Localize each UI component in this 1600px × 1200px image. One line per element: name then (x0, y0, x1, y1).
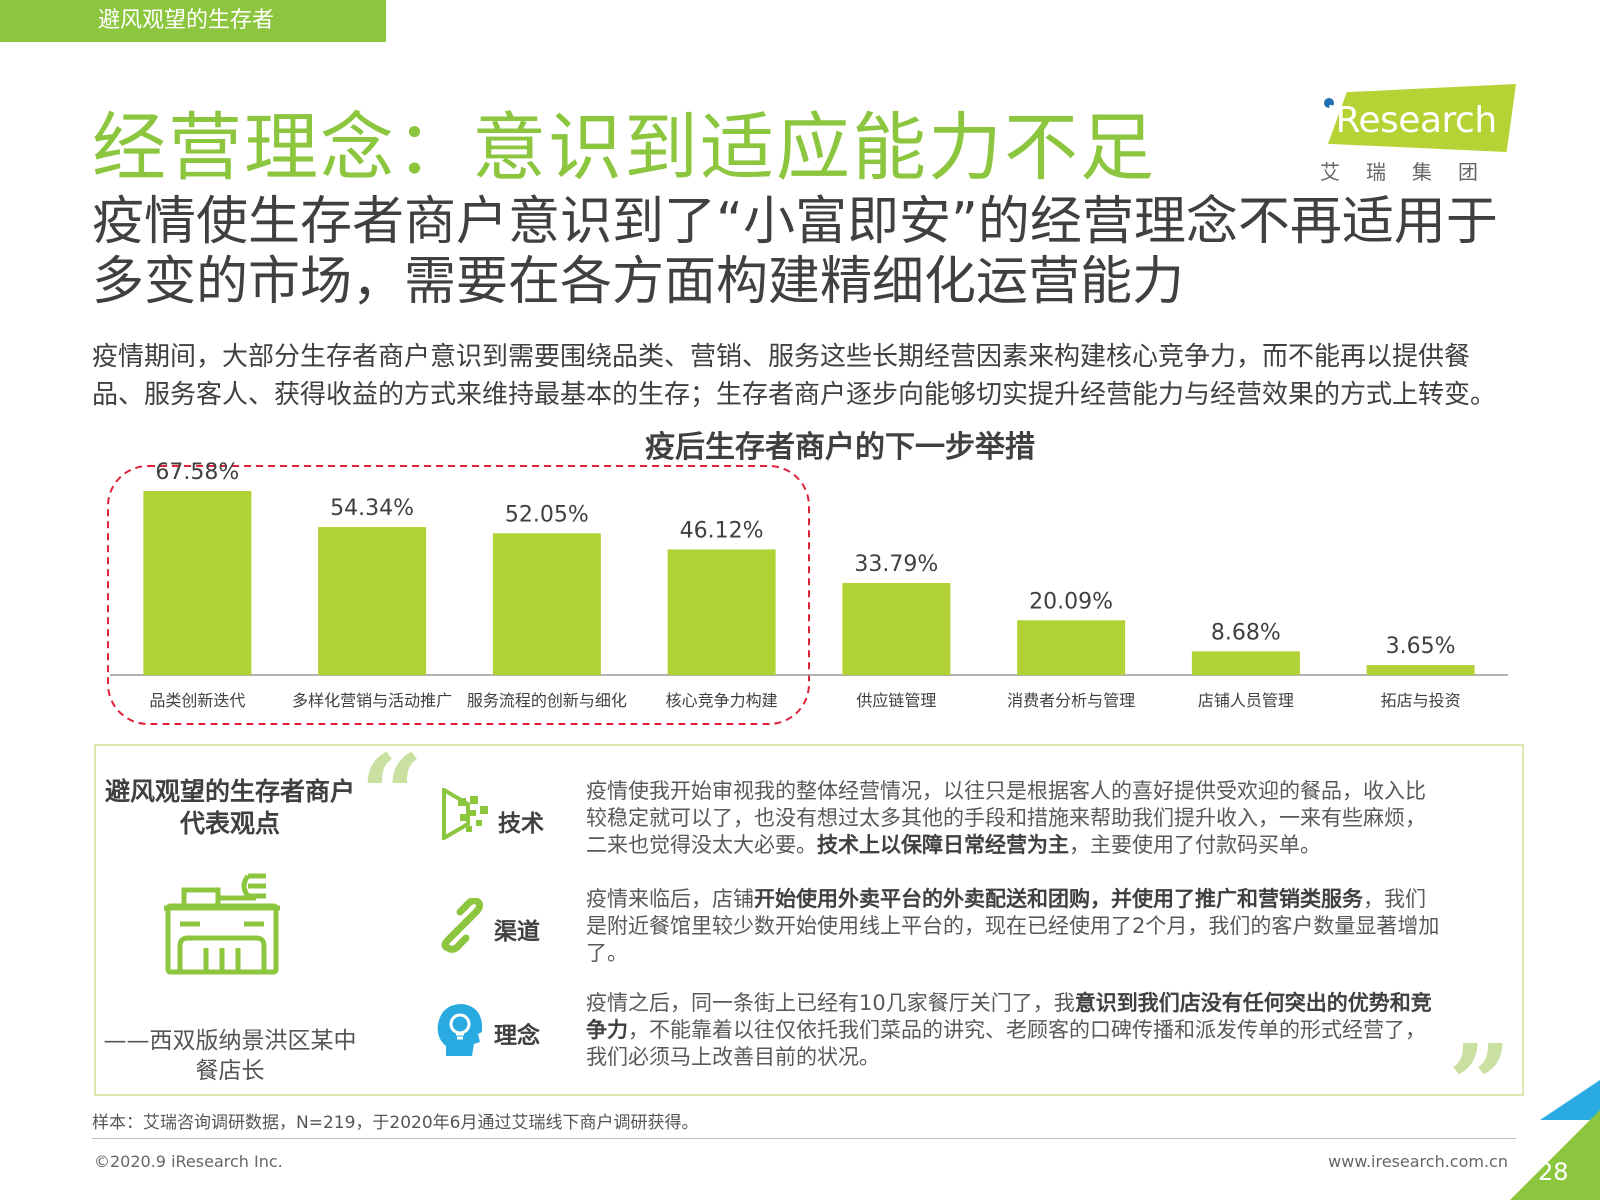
category-label: 拓店与投资 (1381, 691, 1461, 710)
bar (318, 527, 427, 675)
representative-title: 避风观望的生存者商户代表观点 (104, 777, 355, 838)
bar (492, 533, 601, 675)
representative-speaker: ——西双版纳景洪区某中餐店长 (103, 1028, 357, 1084)
quote-label-technology: 技术 (498, 811, 544, 837)
page-title: 经营理念：意识到适应能力不足 (92, 105, 1156, 191)
iresearch-logo: iResearch 艾瑞集团 (1320, 84, 1520, 184)
bar (842, 583, 951, 675)
bar-chart: 67.58% 品类创新迭代 54.34% 多样化营销与活动推广 52.05% 服务流程的创… (107, 460, 1508, 725)
close-quote-mark: ” (1448, 1020, 1512, 1149)
footer-divider (92, 1138, 1516, 1139)
category-label: 品类创新迭代 (149, 691, 245, 710)
bar (143, 491, 252, 675)
highlight-group-box (107, 465, 810, 725)
open-quote-mark: “ (360, 730, 424, 859)
logo-text: iResearch (1326, 100, 1497, 141)
website-link[interactable]: www.iresearch.com.cn (1328, 1152, 1508, 1171)
logo-dot (1324, 98, 1334, 108)
corner-decoration (1510, 1080, 1600, 1200)
page-number: 28 (1538, 1158, 1569, 1186)
bar-value-label: 3.65% (1386, 634, 1456, 659)
quote-text-channel: 疫情来临后，店铺开始使用外卖平台的外卖配送和团购，并使用了推广和营销类服务，我们… (586, 887, 1440, 965)
bar (1191, 651, 1300, 675)
page-description: 疫情期间，大部分生存者商户意识到需要围绕品类、营销、服务这些长期经营因素来构建核… (92, 342, 1497, 410)
bar-value-label: 67.58% (155, 460, 239, 485)
logo-subtitle: 艾瑞集团 (1320, 160, 1504, 184)
sample-note: 样本：艾瑞咨询调研数据，N=219，于2020年6月通过艾瑞线下商户调研获得。 (92, 1113, 699, 1133)
bar (1017, 620, 1126, 675)
restaurant-shop-icon (164, 873, 280, 975)
quote-panel (94, 744, 1524, 1096)
bar-value-label: 54.34% (330, 496, 414, 521)
head-idea-icon (437, 1004, 482, 1056)
bar-value-label: 8.68% (1211, 620, 1281, 645)
bar (1366, 665, 1475, 675)
bar-value-label: 20.09% (1029, 589, 1113, 614)
bar-value-label: 46.12% (680, 518, 764, 543)
technology-icon (442, 788, 488, 840)
quote-label-channel: 渠道 (494, 919, 540, 945)
quote-text-idea: 疫情之后，同一条街上已经有10几家餐厅关门了，我意识到我们店没有任何突出的优势和… (586, 991, 1432, 1069)
logo-badge (1328, 84, 1516, 152)
chain-link-icon (441, 898, 484, 953)
category-label: 多样化营销与活动推广 (292, 691, 452, 710)
category-label: 核心竞争力构建 (666, 691, 778, 710)
chart-title: 疫后生存者商户的下一步举措 (645, 430, 1035, 465)
page-subtitle: 疫情使生存者商户意识到了“小富即安”的经营理念不再适用于多变的市场，需要在各方面… (92, 192, 1498, 312)
copyright: ©2020.9 iResearch Inc. (94, 1152, 283, 1171)
bar-value-label: 33.79% (854, 552, 938, 577)
category-label: 服务流程的创新与细化 (467, 691, 627, 710)
bar-value-label: 52.05% (505, 502, 589, 527)
quote-text-technology: 疫情使我开始审视我的整体经营情况，以往只是根据客人的喜好提供受欢迎的餐品，收入比… (586, 779, 1426, 857)
bar (667, 549, 776, 675)
quote-label-idea: 理念 (494, 1023, 540, 1049)
category-label: 供应链管理 (856, 691, 936, 710)
section-tab: 避风观望的生存者 (0, 0, 386, 42)
category-label: 消费者分析与管理 (1007, 691, 1135, 710)
category-label: 店铺人员管理 (1198, 691, 1294, 710)
